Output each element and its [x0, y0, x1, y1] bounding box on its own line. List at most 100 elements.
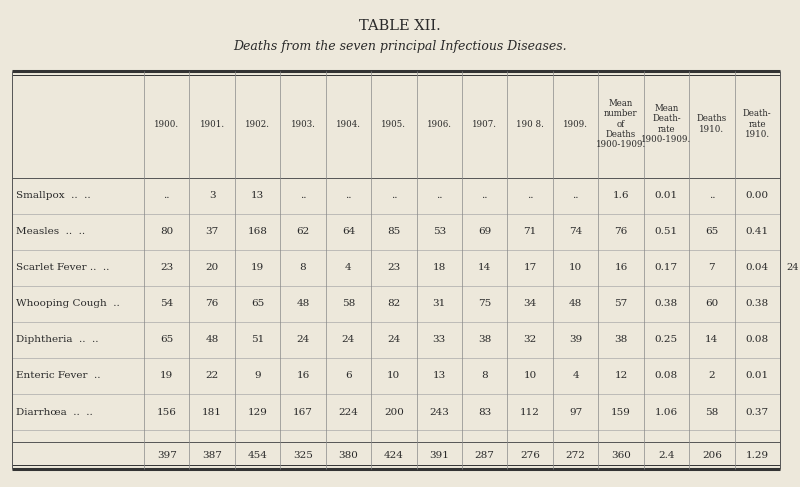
- Text: ..: ..: [163, 191, 170, 200]
- Text: 1901.: 1901.: [199, 120, 225, 129]
- Text: 129: 129: [248, 408, 267, 416]
- Text: 380: 380: [338, 451, 358, 460]
- Text: ..: ..: [300, 191, 306, 200]
- Text: 19: 19: [160, 372, 174, 380]
- Text: 62: 62: [296, 227, 310, 236]
- Text: 34: 34: [523, 300, 537, 308]
- Text: 37: 37: [206, 227, 218, 236]
- Text: 168: 168: [248, 227, 267, 236]
- Text: 1900.: 1900.: [154, 120, 179, 129]
- Text: 112: 112: [520, 408, 540, 416]
- Text: Whooping Cough  ..: Whooping Cough ..: [16, 300, 120, 308]
- Text: 48: 48: [296, 300, 310, 308]
- Text: 38: 38: [614, 336, 628, 344]
- Text: 39: 39: [569, 336, 582, 344]
- Text: 14: 14: [706, 336, 718, 344]
- Text: 10: 10: [569, 263, 582, 272]
- Text: 71: 71: [523, 227, 537, 236]
- Text: 53: 53: [433, 227, 446, 236]
- Text: Enteric Fever  ..: Enteric Fever ..: [16, 372, 101, 380]
- Text: 0.04: 0.04: [746, 263, 769, 272]
- Text: 0.38: 0.38: [655, 300, 678, 308]
- Text: 1903.: 1903.: [290, 120, 315, 129]
- Text: 1.29: 1.29: [746, 451, 769, 460]
- Text: 65: 65: [251, 300, 264, 308]
- Text: 24: 24: [296, 336, 310, 344]
- Text: 19: 19: [251, 263, 264, 272]
- Text: 206: 206: [702, 451, 722, 460]
- Text: 16: 16: [296, 372, 310, 380]
- Text: ..: ..: [709, 191, 715, 200]
- Text: 24: 24: [387, 336, 401, 344]
- Text: 1902.: 1902.: [245, 120, 270, 129]
- Text: 156: 156: [157, 408, 177, 416]
- Text: 0.37: 0.37: [746, 408, 769, 416]
- Text: 424: 424: [384, 451, 404, 460]
- Text: 60: 60: [706, 300, 718, 308]
- Text: Smallpox  ..  ..: Smallpox .. ..: [16, 191, 90, 200]
- Text: 38: 38: [478, 336, 491, 344]
- Text: 16: 16: [614, 263, 628, 272]
- Text: 276: 276: [520, 451, 540, 460]
- Text: 65: 65: [706, 227, 718, 236]
- Text: 33: 33: [433, 336, 446, 344]
- Text: 83: 83: [478, 408, 491, 416]
- Text: 51: 51: [251, 336, 264, 344]
- Text: Deaths from the seven principal Infectious Diseases.: Deaths from the seven principal Infectio…: [233, 40, 567, 53]
- Text: 454: 454: [248, 451, 267, 460]
- Text: ..: ..: [436, 191, 442, 200]
- Text: 190 8.: 190 8.: [516, 120, 544, 129]
- Text: 224: 224: [338, 408, 358, 416]
- Text: 1.6: 1.6: [613, 191, 630, 200]
- Text: 48: 48: [569, 300, 582, 308]
- Text: 167: 167: [293, 408, 313, 416]
- Text: 0.38: 0.38: [746, 300, 769, 308]
- Text: 58: 58: [706, 408, 718, 416]
- Text: 6: 6: [345, 372, 352, 380]
- Text: 32: 32: [523, 336, 537, 344]
- Text: ..: ..: [390, 191, 397, 200]
- Text: 2: 2: [709, 372, 715, 380]
- Text: 0.01: 0.01: [746, 372, 769, 380]
- Text: 10: 10: [523, 372, 537, 380]
- Text: 54: 54: [160, 300, 174, 308]
- Text: 0.00: 0.00: [746, 191, 769, 200]
- Text: 65: 65: [160, 336, 174, 344]
- Text: 57: 57: [614, 300, 628, 308]
- Text: 76: 76: [206, 300, 218, 308]
- Text: 74: 74: [569, 227, 582, 236]
- Text: 75: 75: [478, 300, 491, 308]
- Text: Diphtheria  ..  ..: Diphtheria .. ..: [16, 336, 98, 344]
- Text: 3: 3: [209, 191, 215, 200]
- Text: ..: ..: [345, 191, 352, 200]
- Text: Death-
rate
1910.: Death- rate 1910.: [743, 109, 771, 139]
- Text: 9: 9: [254, 372, 261, 380]
- Text: Diarrhœa  ..  ..: Diarrhœa .. ..: [16, 408, 93, 416]
- Text: 1905.: 1905.: [382, 120, 406, 129]
- Text: 0.25: 0.25: [655, 336, 678, 344]
- Text: ..: ..: [482, 191, 488, 200]
- Text: 1904.: 1904.: [336, 120, 361, 129]
- Text: 272: 272: [566, 451, 586, 460]
- Text: 325: 325: [293, 451, 313, 460]
- Text: 1.06: 1.06: [655, 408, 678, 416]
- Text: 48: 48: [206, 336, 218, 344]
- Text: 10: 10: [387, 372, 401, 380]
- Text: TABLE XII.: TABLE XII.: [359, 19, 441, 33]
- Text: 20: 20: [206, 263, 218, 272]
- Text: 1906.: 1906.: [426, 120, 452, 129]
- Text: 1909.: 1909.: [563, 120, 588, 129]
- Text: 76: 76: [614, 227, 628, 236]
- Text: 80: 80: [160, 227, 174, 236]
- Text: 0.41: 0.41: [746, 227, 769, 236]
- Text: 14: 14: [478, 263, 491, 272]
- Text: 13: 13: [433, 372, 446, 380]
- Text: Deaths
1910.: Deaths 1910.: [697, 114, 727, 134]
- Text: 64: 64: [342, 227, 355, 236]
- Text: 360: 360: [611, 451, 631, 460]
- Text: 58: 58: [342, 300, 355, 308]
- Text: 200: 200: [384, 408, 404, 416]
- Text: 387: 387: [202, 451, 222, 460]
- Text: 181: 181: [202, 408, 222, 416]
- Text: 4: 4: [345, 263, 352, 272]
